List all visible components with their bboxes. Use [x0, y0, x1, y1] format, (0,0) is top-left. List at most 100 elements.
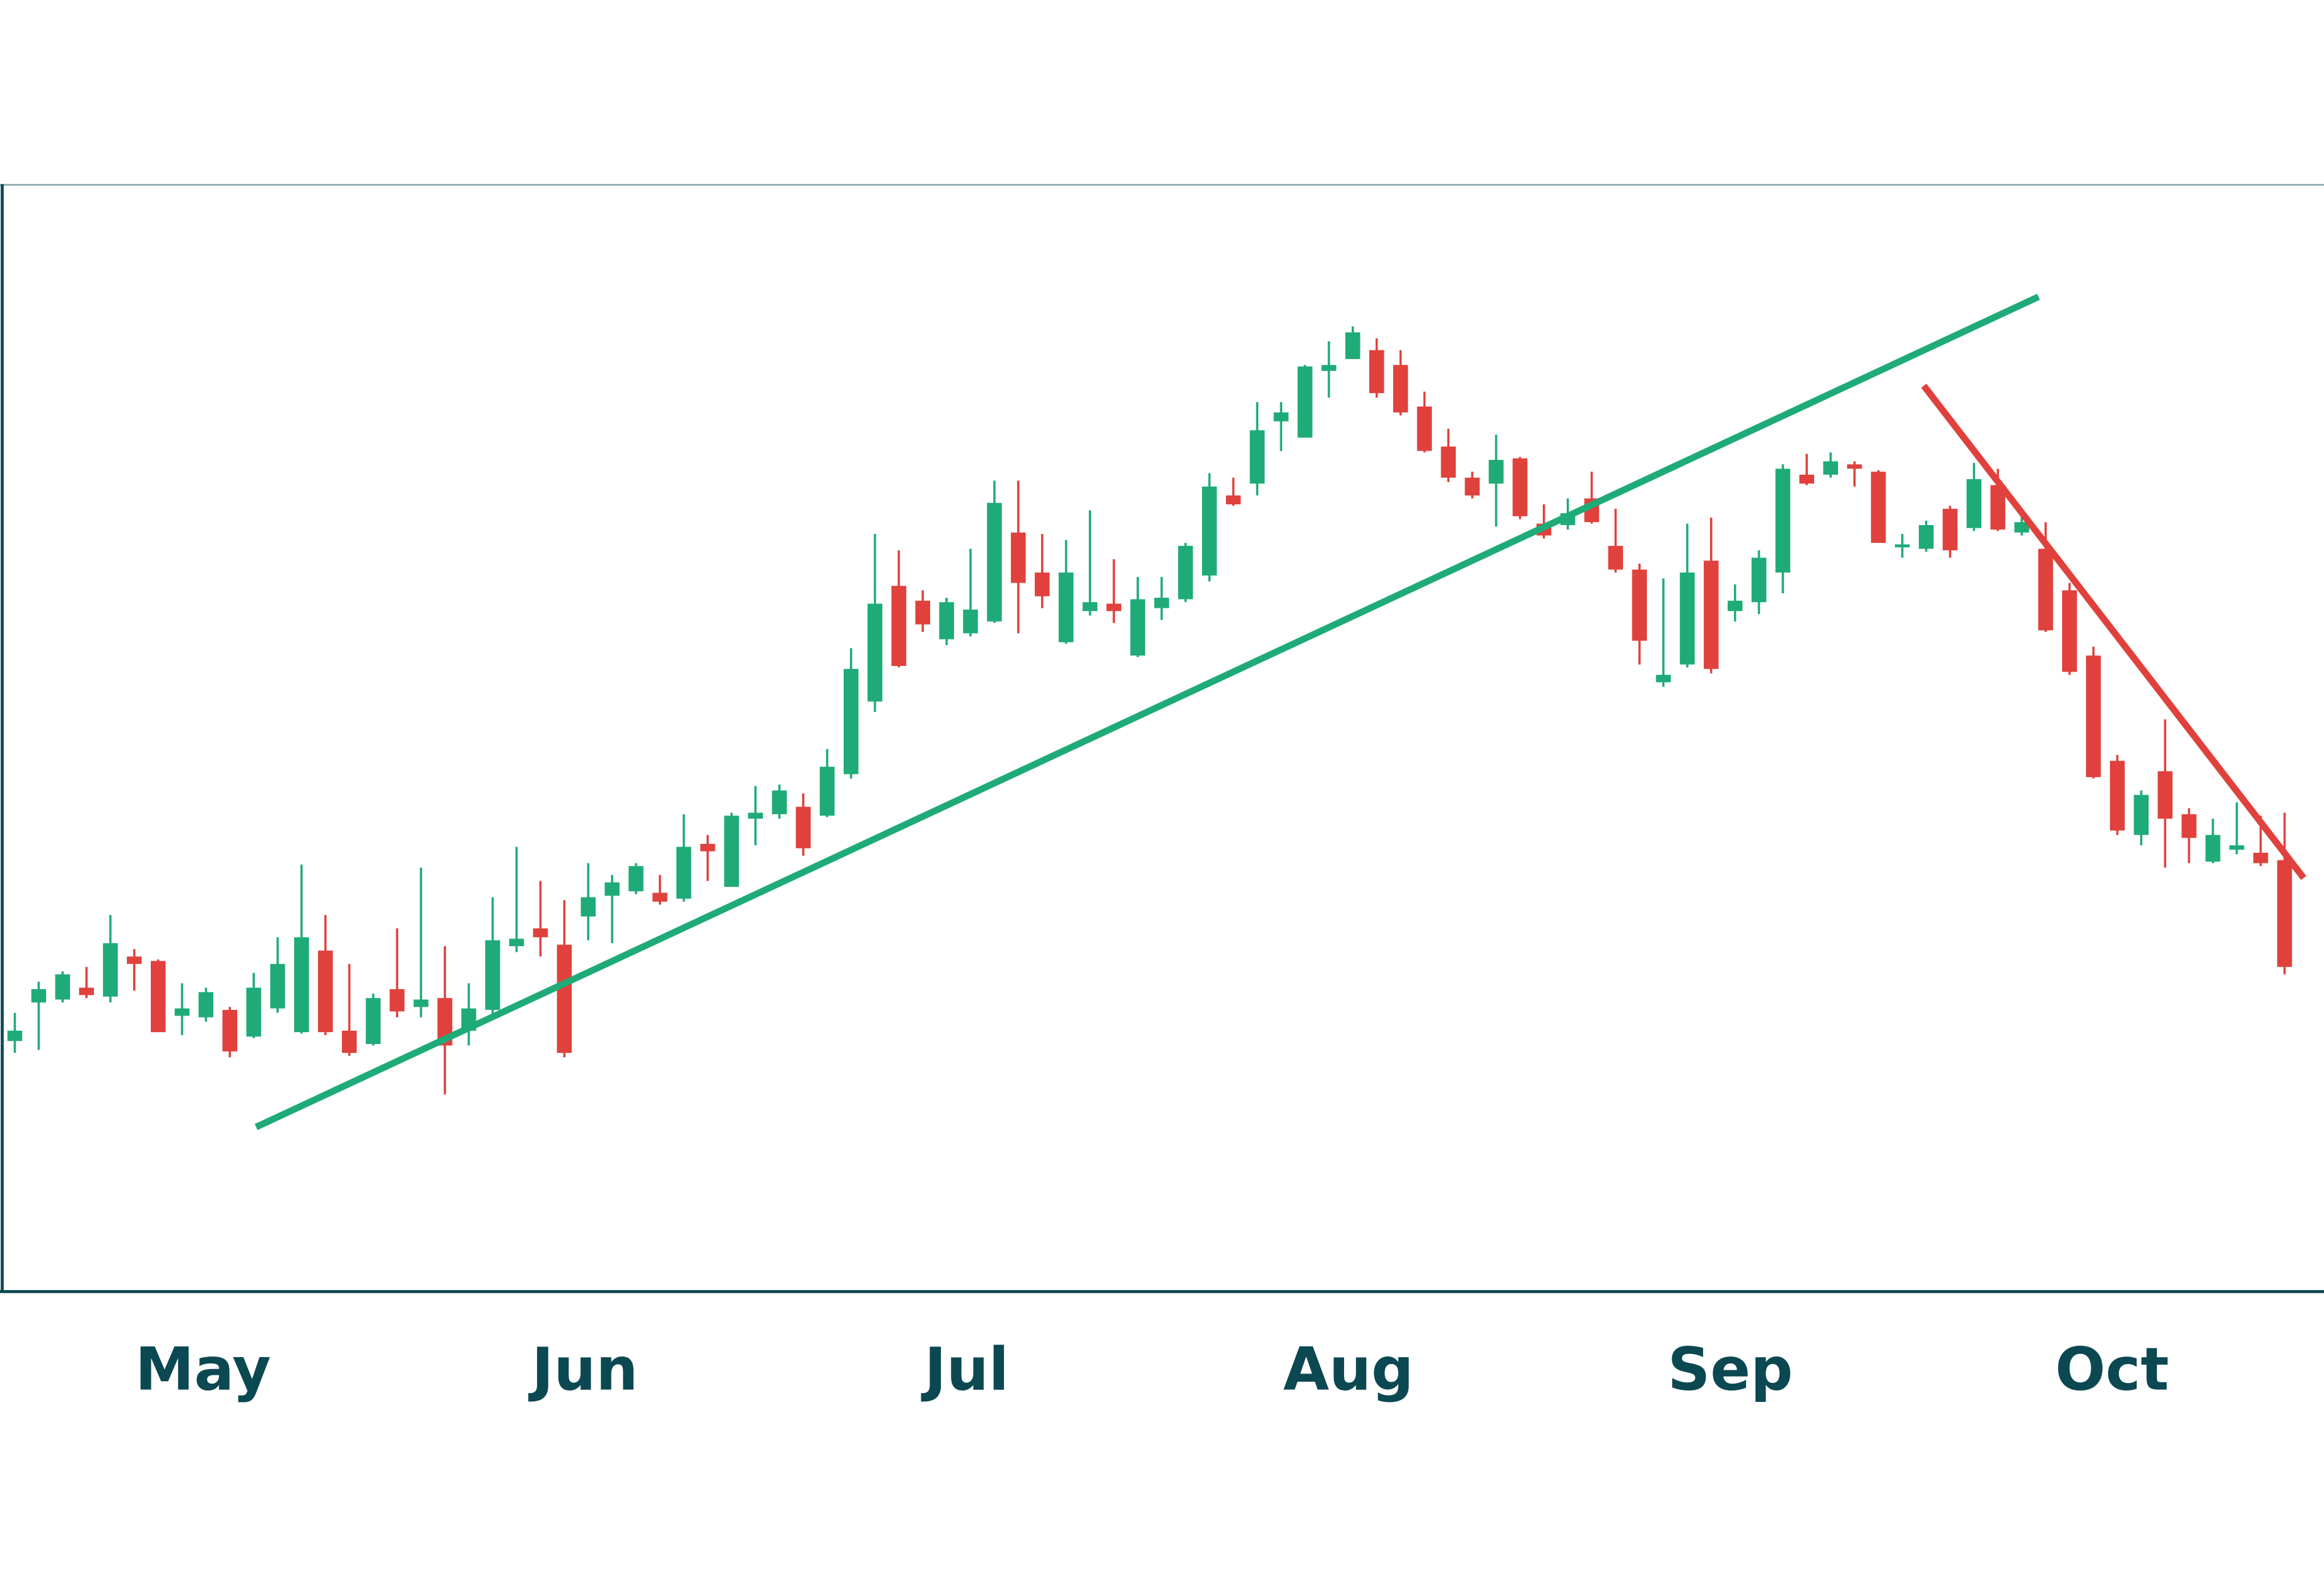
candle-body: [700, 843, 716, 851]
candle-body: [820, 766, 835, 816]
candle-body: [987, 502, 1002, 622]
candle-body: [1823, 461, 1838, 475]
candle-body: [1847, 464, 1862, 469]
candle-body: [748, 812, 764, 819]
candle-body: [2085, 655, 2101, 778]
candle-body: [915, 600, 931, 625]
candle-body: [1465, 477, 1480, 495]
candle-body: [222, 1009, 238, 1052]
candle-body: [867, 603, 883, 702]
candle-body: [724, 816, 740, 887]
candle-body: [891, 586, 907, 667]
candle-body: [628, 866, 644, 892]
candle-body: [963, 609, 978, 634]
x-tick-label: May: [135, 1335, 271, 1404]
candle-body: [2229, 845, 2244, 850]
candle-body: [1894, 544, 1910, 548]
candle-body: [389, 989, 405, 1012]
candle-body: [533, 928, 548, 937]
candle-body: [1704, 561, 1719, 669]
candle-body: [1106, 603, 1121, 612]
candle-body: [2109, 761, 2125, 831]
candle-body: [581, 897, 596, 917]
candle-body: [485, 940, 500, 1010]
x-tick-label: Sep: [1668, 1335, 1793, 1404]
candle-body: [676, 846, 692, 899]
candle-body: [365, 998, 381, 1045]
candle-body: [2014, 522, 2029, 533]
candle-body: [1990, 485, 2005, 530]
candle-body: [2205, 834, 2221, 862]
candle-body: [1225, 495, 1241, 505]
candle-body: [437, 998, 452, 1046]
candle-body: [1966, 479, 1982, 528]
candle-body: [1918, 525, 1934, 549]
x-tick-label: Oct: [2055, 1335, 2169, 1404]
candle-body: [1489, 460, 1504, 484]
candle-body: [1751, 557, 1767, 603]
candle-body: [1082, 602, 1098, 612]
candle-body: [1942, 509, 1958, 550]
candle-body: [2133, 795, 2149, 835]
candle-body: [1011, 532, 1026, 583]
candle-body: [1680, 572, 1695, 665]
candle-body: [413, 999, 428, 1007]
candle-body: [1608, 545, 1624, 570]
candle-body: [1513, 458, 1528, 516]
candle-body: [1632, 569, 1647, 641]
candle-body: [1178, 545, 1193, 600]
candle-body: [31, 989, 47, 1003]
candle-body: [2157, 771, 2173, 819]
candle-body: [1393, 365, 1408, 413]
candle-body: [1417, 406, 1432, 451]
candle-body: [294, 937, 309, 1033]
candle-body: [1201, 486, 1217, 576]
candle-body: [1154, 597, 1169, 608]
candle-body: [843, 668, 859, 774]
candle-body: [652, 893, 668, 902]
candle-body: [1321, 365, 1336, 371]
candle-body: [55, 974, 70, 1000]
candle-body: [174, 1008, 190, 1016]
trend-line: [1921, 383, 2306, 881]
candle-body: [1249, 430, 1265, 484]
candle-body: [127, 956, 142, 964]
candle-body: [772, 790, 787, 814]
candle-body: [198, 992, 214, 1017]
candle-body: [103, 943, 118, 997]
candle-body: [7, 1030, 23, 1041]
x-tick-label: Jul: [921, 1335, 1009, 1404]
candle-body: [1034, 572, 1050, 596]
candle-body: [796, 807, 811, 848]
candle-body: [2277, 860, 2292, 967]
candle-body: [605, 882, 620, 896]
candle-body: [270, 964, 285, 1009]
candle-body: [1297, 366, 1312, 438]
candle-body: [1727, 600, 1743, 612]
candle-body: [1656, 675, 1671, 682]
candle-body: [1130, 599, 1145, 656]
candle-body: [939, 602, 954, 639]
candle-body: [1345, 332, 1360, 359]
candle-body: [2038, 549, 2053, 631]
x-tick-label: Aug: [1283, 1335, 1414, 1404]
candle-body: [509, 939, 524, 946]
candle-body: [1369, 350, 1384, 393]
candle-body: [1799, 475, 1814, 484]
candle-body: [557, 944, 572, 1053]
candle-body: [2253, 853, 2268, 863]
candle-body: [150, 961, 166, 1033]
trend-line: [254, 294, 2040, 1130]
candle-body: [341, 1030, 357, 1053]
candle-body: [79, 987, 94, 995]
candle-body: [246, 987, 261, 1037]
candle-body: [317, 951, 333, 1033]
x-tick-label: Jun: [528, 1335, 639, 1404]
candle-body: [1441, 446, 1456, 478]
candle-body: [1273, 412, 1289, 422]
candle-body: [2181, 814, 2197, 838]
candle-body: [1871, 472, 1886, 543]
candle-body: [2062, 590, 2077, 672]
candle-body: [1058, 572, 1074, 643]
